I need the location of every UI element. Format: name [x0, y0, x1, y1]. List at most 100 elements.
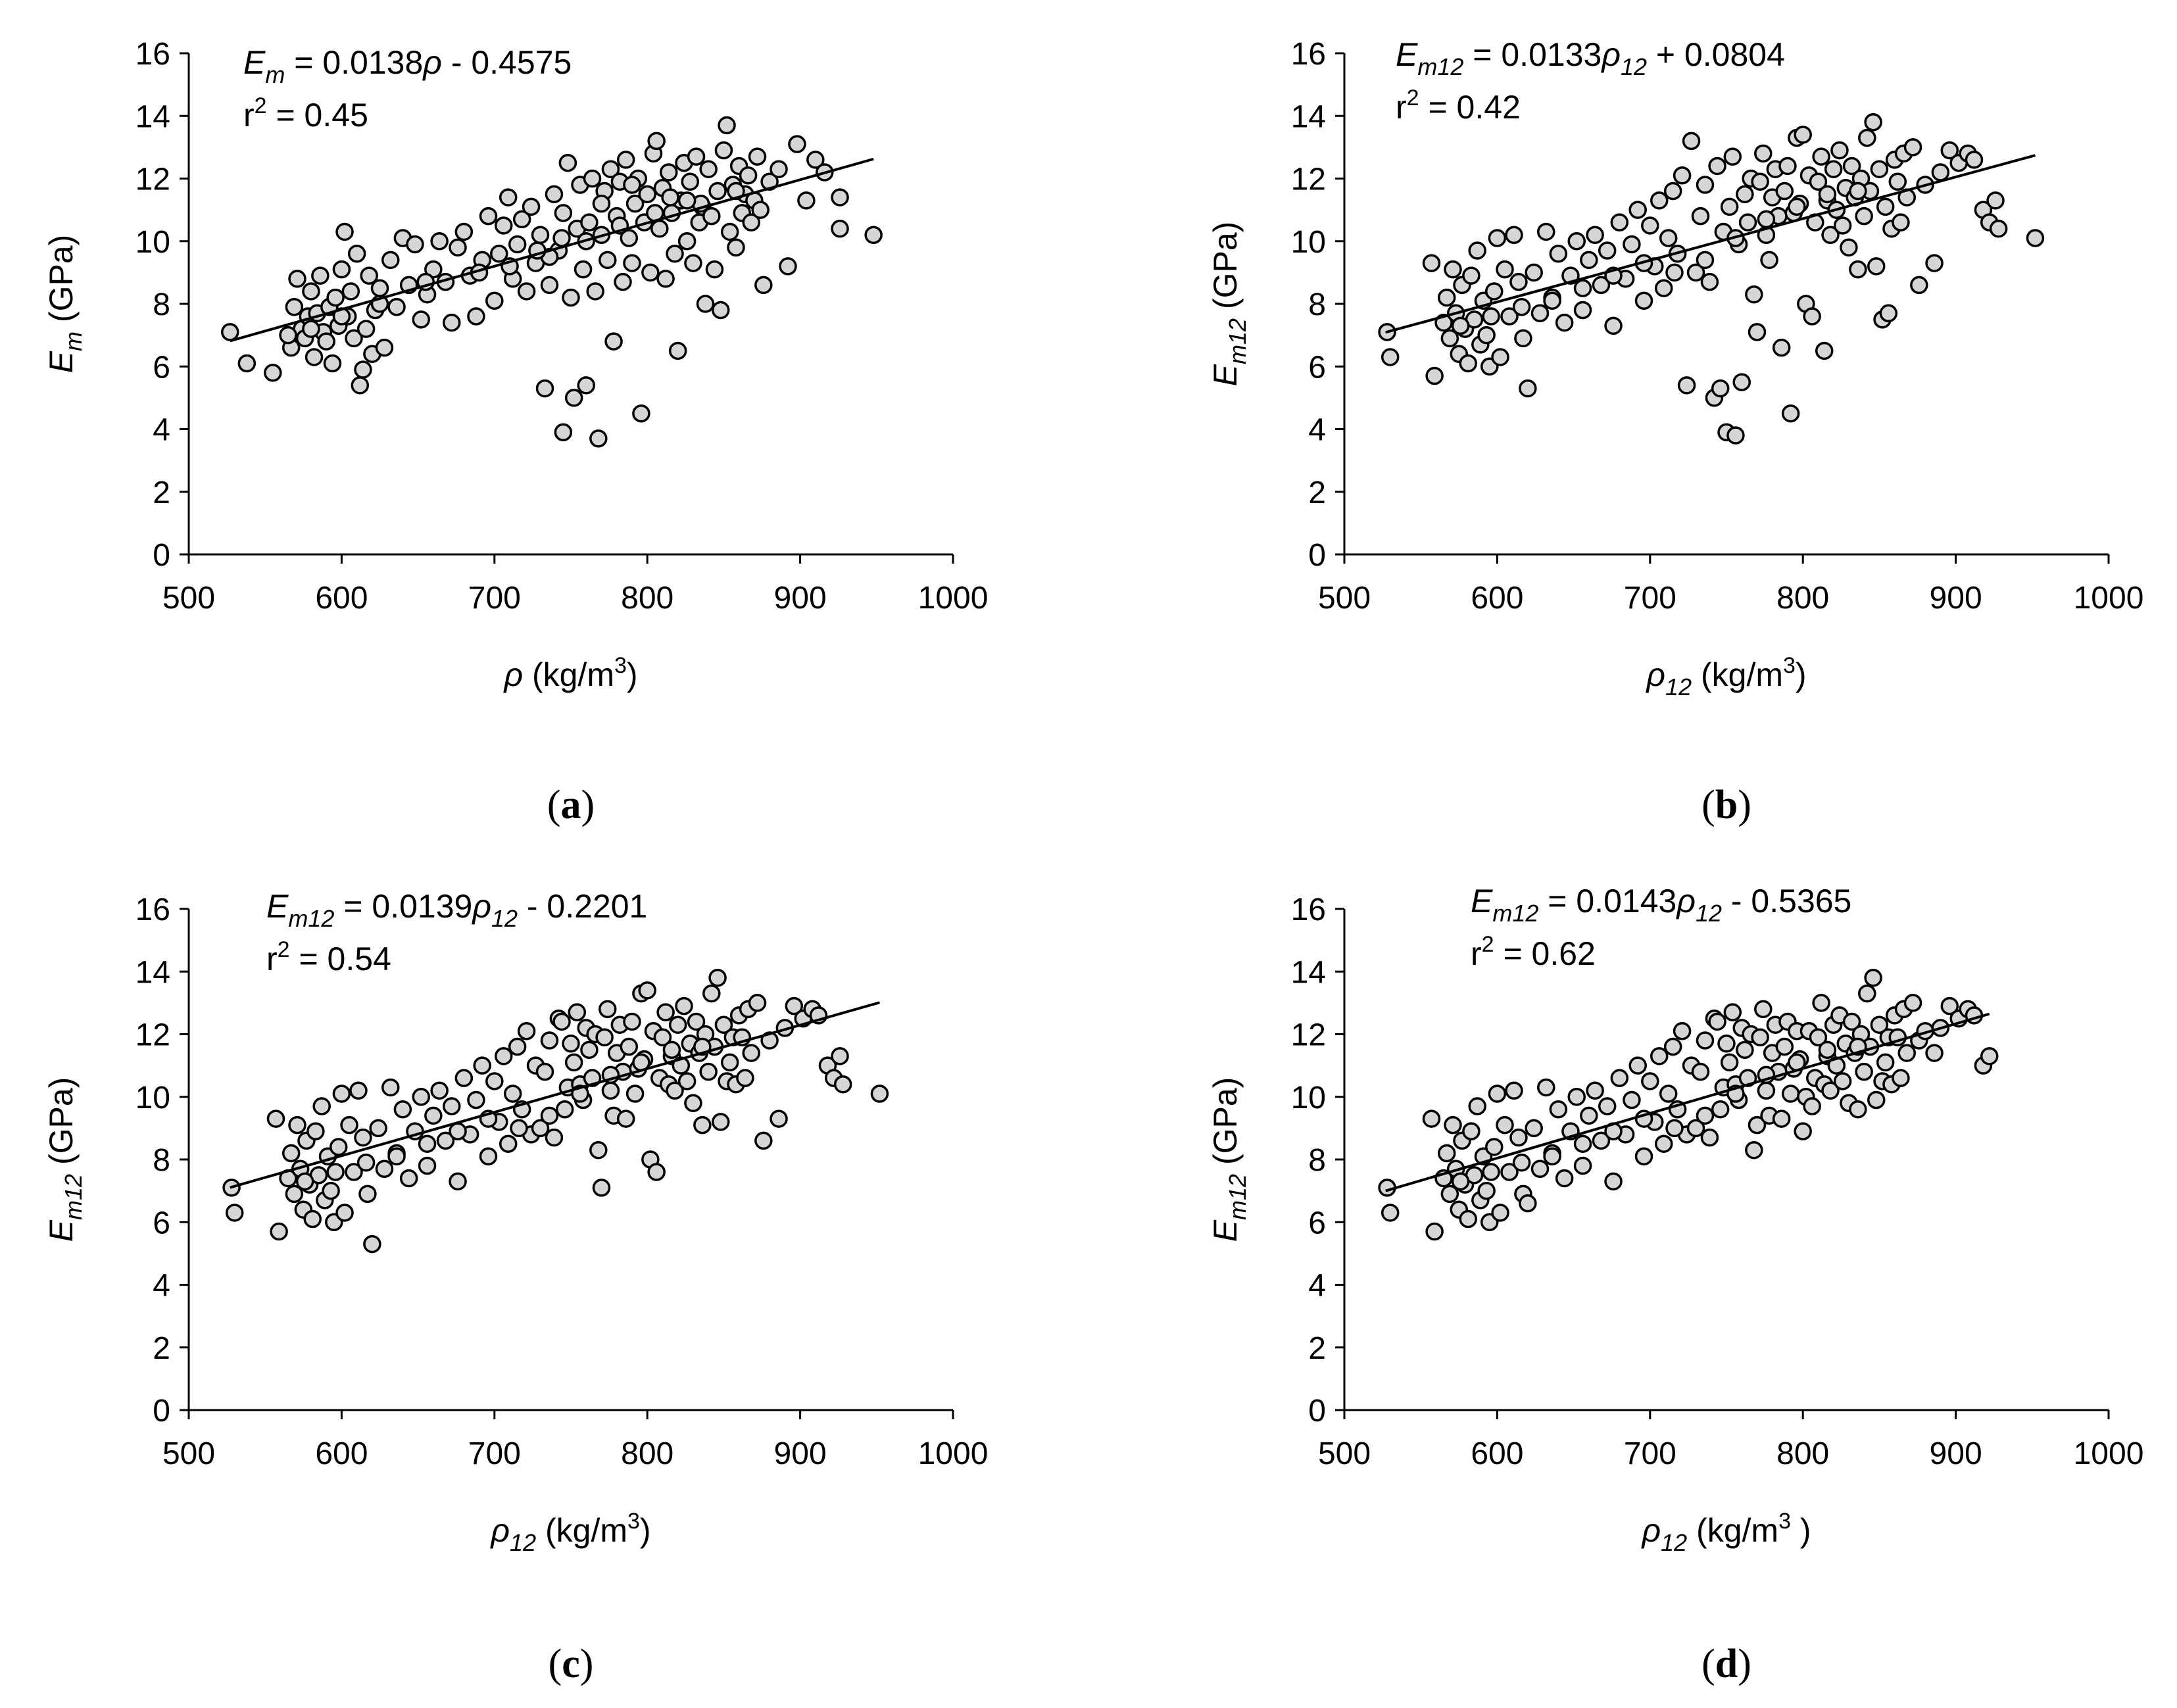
data-point: [473, 1056, 491, 1075]
data-point: [351, 376, 370, 395]
x-label-subscript: 12: [1661, 1529, 1687, 1556]
data-point: [687, 147, 706, 166]
y-tick-label: 14: [135, 99, 170, 134]
data-point: [831, 1047, 849, 1065]
equation-slope: = 0.0143: [1538, 883, 1676, 919]
data-point: [641, 263, 660, 282]
data-point: [1586, 226, 1604, 244]
y-tick-label: 6: [153, 1206, 170, 1240]
x-label-close: ): [1796, 656, 1807, 693]
data-point: [381, 251, 400, 270]
y-tick-label: 2: [153, 1331, 170, 1366]
y-label-symbol: E: [1207, 364, 1244, 386]
data-point: [580, 1040, 599, 1060]
data-point: [558, 153, 577, 172]
data-point: [677, 232, 697, 251]
y-label-symbol: E: [43, 351, 80, 373]
data-point: [693, 1115, 712, 1135]
equation-slope: = 0.0138: [285, 44, 423, 81]
data-point: [870, 1085, 889, 1103]
r-squared-value: = 0.62: [1494, 935, 1596, 972]
data-point: [237, 354, 257, 373]
data-point: [418, 1135, 437, 1153]
data-point: [1485, 282, 1504, 301]
data-point: [754, 276, 773, 295]
data-point: [1468, 1097, 1486, 1115]
y-axis-label: Em12 (GPa): [1207, 1077, 1251, 1242]
x-label-symbol: ρ: [1640, 1512, 1661, 1549]
data-point: [1696, 251, 1715, 270]
r-squared-superscript: 2: [255, 93, 267, 118]
x-tick-label: 1000: [918, 1436, 989, 1471]
data-point: [1691, 1062, 1710, 1081]
x-tick-label: 700: [468, 1436, 521, 1471]
r-squared-symbol: r: [266, 940, 278, 977]
data-point: [442, 1097, 461, 1115]
scatter-points: [220, 116, 883, 448]
data-point: [1794, 1122, 1812, 1140]
fit-equation: Em12 = 0.0133ρ12 + 0.0804: [1396, 36, 1785, 80]
data-point: [312, 1097, 331, 1115]
data-point: [708, 969, 727, 987]
panel-label-open: (: [547, 783, 561, 827]
data-point: [595, 1028, 614, 1047]
data-point: [705, 260, 724, 279]
data-point: [1567, 232, 1586, 251]
r-squared-superscript: 2: [1407, 85, 1419, 110]
data-point: [712, 1113, 730, 1131]
data-point: [751, 201, 770, 219]
data-point: [1580, 251, 1598, 270]
data-point: [1772, 338, 1791, 357]
data-point: [568, 1003, 587, 1021]
data-point: [356, 320, 376, 338]
data-point: [288, 1115, 306, 1135]
data-point: [1686, 263, 1705, 282]
data-point: [1468, 241, 1486, 260]
data-point: [494, 1047, 513, 1065]
data-point: [1500, 1163, 1519, 1181]
x-tick-label: 900: [774, 581, 827, 616]
data-point: [1803, 307, 1821, 326]
data-point: [454, 1069, 474, 1087]
panel-label-letter: b: [1715, 783, 1738, 827]
x-tick-label: 500: [1318, 581, 1371, 616]
data-point: [1537, 222, 1555, 241]
data-point: [708, 182, 727, 201]
y-tick-label: 8: [1308, 1143, 1326, 1178]
data-point: [302, 320, 320, 338]
data-point: [580, 213, 599, 232]
data-point: [577, 376, 595, 395]
data-point: [1738, 213, 1757, 232]
y-tick-label: 14: [1291, 955, 1326, 990]
panel-label-close: ): [581, 783, 595, 827]
equation-lhs: E: [243, 44, 266, 81]
x-tick-label: 1000: [2074, 1436, 2144, 1471]
y-tick-label: 4: [1308, 413, 1326, 448]
data-point: [485, 1072, 504, 1090]
panel-label-open: (: [1701, 1642, 1715, 1686]
equation-lhs-subscript: m12: [1417, 53, 1463, 80]
data-point: [797, 191, 816, 210]
data-point: [1892, 213, 1910, 232]
data-point: [1965, 151, 1984, 169]
panel-label: (d): [1701, 1642, 1751, 1686]
data-point: [1530, 1159, 1550, 1179]
data-point: [479, 207, 498, 226]
x-tick-label: 800: [1776, 581, 1829, 616]
data-point: [1876, 197, 1895, 216]
data-point: [662, 1040, 681, 1060]
data-point: [806, 151, 825, 169]
x-tick-label: 900: [1930, 1436, 1982, 1471]
data-point: [1592, 276, 1611, 295]
data-point: [1623, 235, 1641, 254]
y-tick-label: 4: [153, 1269, 170, 1304]
data-point: [1422, 254, 1441, 272]
x-tick-label: 500: [162, 581, 215, 616]
equation-intercept: - 0.4575: [442, 44, 572, 81]
data-point: [340, 1115, 358, 1135]
data-point: [1803, 1097, 1821, 1115]
data-point: [1598, 1097, 1617, 1115]
trend-line: [1385, 1012, 1990, 1192]
data-point: [1830, 141, 1849, 160]
data-point: [1634, 1147, 1653, 1165]
